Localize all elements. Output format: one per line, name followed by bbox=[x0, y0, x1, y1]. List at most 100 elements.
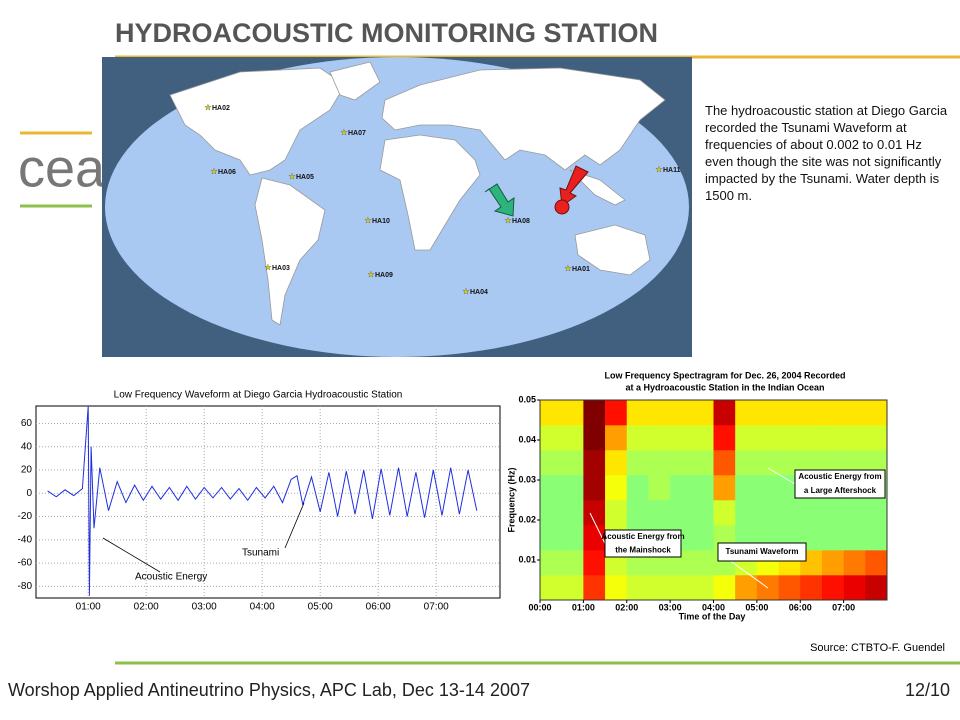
annotation: Acoustic Energy bbox=[135, 572, 207, 583]
heat-cell bbox=[778, 400, 801, 426]
heat-cell bbox=[756, 475, 779, 501]
station-label: HA03 bbox=[272, 265, 290, 272]
heat-cell bbox=[691, 550, 714, 576]
annotation: the Mainshock bbox=[615, 545, 671, 554]
heat-cell bbox=[800, 575, 823, 601]
x-tick-label: 05:00 bbox=[745, 602, 768, 612]
heat-cell bbox=[843, 575, 866, 601]
y-tick-label: -20 bbox=[18, 511, 33, 522]
station-star: ★ bbox=[340, 128, 347, 137]
arrow-green bbox=[484, 183, 515, 217]
heat-cell bbox=[626, 400, 649, 426]
heat-cell bbox=[821, 550, 844, 576]
y-tick-label: 0.04 bbox=[518, 434, 536, 444]
heat-cell bbox=[670, 425, 693, 451]
x-tick-label: 04:00 bbox=[250, 602, 275, 613]
heat-cell bbox=[778, 575, 801, 601]
heat-cell bbox=[561, 400, 584, 426]
heat-cell bbox=[648, 475, 671, 501]
heat-cell bbox=[561, 500, 584, 526]
x-tick-label: 00:00 bbox=[528, 602, 551, 612]
x-tick-label: 03:00 bbox=[192, 602, 217, 613]
arrow-red bbox=[559, 165, 589, 207]
heat-cell bbox=[800, 400, 823, 426]
heat-cell bbox=[561, 575, 584, 601]
heat-cell bbox=[735, 475, 758, 501]
station-label: HA06 bbox=[218, 169, 236, 176]
waveform-panel bbox=[0, 375, 500, 615]
x-axis-label: Time of the Day bbox=[679, 611, 746, 621]
heat-cell bbox=[865, 500, 888, 526]
heat-cell bbox=[865, 575, 888, 601]
y-tick-label: -40 bbox=[18, 534, 33, 545]
heat-cell bbox=[865, 400, 888, 426]
heat-cell bbox=[756, 500, 779, 526]
x-tick-label: 01:00 bbox=[572, 602, 595, 612]
heat-cell bbox=[843, 400, 866, 426]
station-label: HA07 bbox=[348, 130, 366, 137]
y-tick-label: 0.05 bbox=[518, 394, 536, 404]
station-star: ★ bbox=[204, 103, 211, 112]
heat-cell bbox=[670, 475, 693, 501]
heat-cell bbox=[583, 475, 606, 501]
station-label: HA01 bbox=[572, 266, 590, 273]
station-star: ★ bbox=[288, 172, 295, 181]
heat-cell bbox=[821, 425, 844, 451]
heat-cell bbox=[648, 400, 671, 426]
station-layer: ★ HA02★ HA07★ HA06 ★ HA05★ HA11★ HA08★ HA10★ HA03… bbox=[204, 103, 680, 296]
description: The hydroacoustic station at Diego Garci… bbox=[705, 103, 948, 203]
x-tick-label: 02:00 bbox=[134, 602, 159, 613]
x-tick-label: 07:00 bbox=[424, 602, 449, 613]
heat-cell bbox=[670, 500, 693, 526]
heat-cell bbox=[561, 550, 584, 576]
heat-cell bbox=[713, 475, 736, 501]
x-tick-label: 07:00 bbox=[832, 602, 855, 612]
y-tick-label: 20 bbox=[21, 465, 33, 476]
heat-cell bbox=[561, 475, 584, 501]
heat-cell bbox=[713, 400, 736, 426]
annotation-arrow bbox=[102, 537, 161, 573]
heat-cell bbox=[540, 525, 562, 551]
heat-cell bbox=[540, 575, 562, 601]
slide-title: HYDROACOUSTIC MONITORING STATION bbox=[115, 18, 658, 48]
station-label: HA08 bbox=[512, 218, 530, 225]
annotation: Tsunami Waveform bbox=[726, 547, 799, 556]
heat-cell bbox=[691, 425, 714, 451]
heat-cell bbox=[800, 500, 823, 526]
heat-cell bbox=[583, 450, 606, 476]
station-label: HA04 bbox=[470, 289, 488, 296]
heat-cell bbox=[865, 425, 888, 451]
station-star: ★ bbox=[364, 216, 371, 225]
heat-cell bbox=[540, 450, 562, 476]
page-number: 12/10 bbox=[905, 680, 950, 700]
heat-cell bbox=[713, 500, 736, 526]
heat-cell bbox=[605, 425, 628, 451]
heat-cell bbox=[735, 500, 758, 526]
heat-cell bbox=[865, 525, 888, 551]
station-star: ★ bbox=[264, 263, 271, 272]
heat-cell bbox=[843, 500, 866, 526]
heat-cell bbox=[626, 575, 649, 601]
heat-cell bbox=[778, 425, 801, 451]
heat-cell bbox=[843, 425, 866, 451]
heat-cell bbox=[648, 425, 671, 451]
heat-cell bbox=[583, 575, 606, 601]
heat-cell bbox=[605, 500, 628, 526]
map-land bbox=[169, 61, 666, 326]
heat-cell bbox=[605, 575, 628, 601]
heat-cell bbox=[778, 500, 801, 526]
heat-cell bbox=[561, 525, 584, 551]
heat-cell bbox=[821, 450, 844, 476]
y-axis-label: Frequency (Hz) bbox=[506, 467, 516, 532]
heat-cell bbox=[800, 450, 823, 476]
annotation: Tsunami bbox=[242, 548, 279, 559]
annotation-box bbox=[717, 542, 807, 562]
y-tick-label: -80 bbox=[18, 581, 33, 592]
heat-cell bbox=[691, 450, 714, 476]
heat-cell bbox=[648, 450, 671, 476]
x-tick-label: 02:00 bbox=[615, 602, 638, 612]
station-star: ★ bbox=[655, 165, 662, 174]
annotation-box bbox=[794, 469, 886, 499]
heat-cell bbox=[583, 400, 606, 426]
